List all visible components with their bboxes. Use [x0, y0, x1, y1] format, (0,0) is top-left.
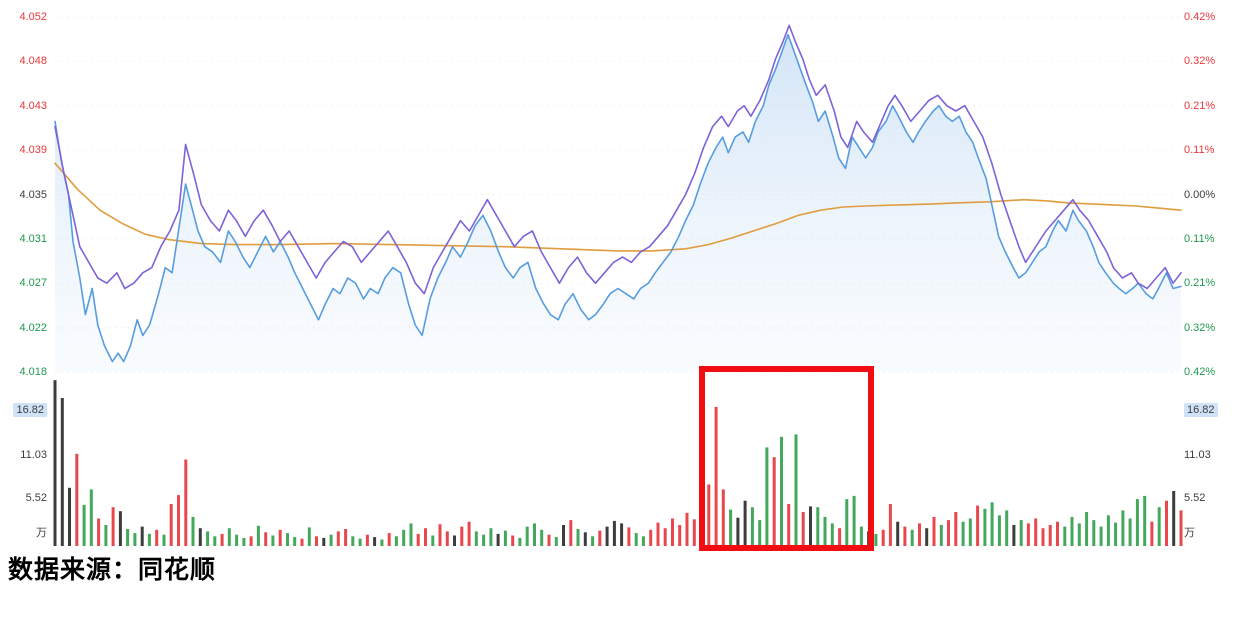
percent-tick: 0.42%: [1184, 366, 1216, 378]
price-tick: 4.043: [19, 100, 47, 112]
volume-tick: 5.52: [1184, 492, 1206, 504]
price-tick: 4.027: [19, 277, 47, 289]
percent-tick: 0.21%: [1184, 277, 1216, 289]
price-tick: 4.031: [19, 233, 47, 245]
price-area-fill: [55, 34, 1181, 372]
price-tick: 4.048: [19, 55, 47, 67]
price-tick: 4.018: [19, 366, 47, 378]
volume-tick-highlighted: 16.82: [13, 403, 47, 417]
data-source-caption: 数据来源：同花顺: [8, 556, 217, 584]
highlight-rectangle: [699, 366, 874, 551]
percent-tick: 0.11%: [1184, 144, 1215, 156]
price-tick: 4.035: [19, 189, 47, 201]
price-tick: 4.039: [19, 144, 47, 156]
price-line: [54, 33, 1182, 363]
volume-tick: 5.52: [25, 492, 47, 504]
volume-tick: 11.03: [20, 449, 47, 461]
chart-canvas: [53, 16, 1183, 546]
price-tick: 4.022: [19, 322, 47, 334]
price-axis-left: 4.052 4.048 4.043 4.039 4.035 4.031 4.02…: [0, 0, 50, 552]
avg-price-line: [54, 162, 1182, 252]
volume-unit-label: 万: [36, 527, 47, 539]
percent-tick: 0.42%: [1184, 11, 1216, 23]
volume-unit-label: 万: [1184, 527, 1195, 539]
volume-tick: 11.03: [1184, 449, 1211, 461]
index-overlay-line: [54, 24, 1182, 295]
volume-tick-highlighted: 16.82: [1184, 403, 1218, 417]
price-tick: 4.052: [19, 11, 47, 23]
percent-tick: 0.32%: [1184, 322, 1216, 334]
percent-tick: 0.00%: [1184, 189, 1216, 201]
percent-tick: 0.11%: [1184, 233, 1215, 245]
volume-bars: [53, 380, 1183, 546]
percent-axis-right: 0.42% 0.32% 0.21% 0.11% 0.00% 0.11% 0.21…: [1184, 0, 1238, 552]
percent-tick: 0.32%: [1184, 55, 1216, 67]
percent-tick: 0.21%: [1184, 100, 1216, 112]
